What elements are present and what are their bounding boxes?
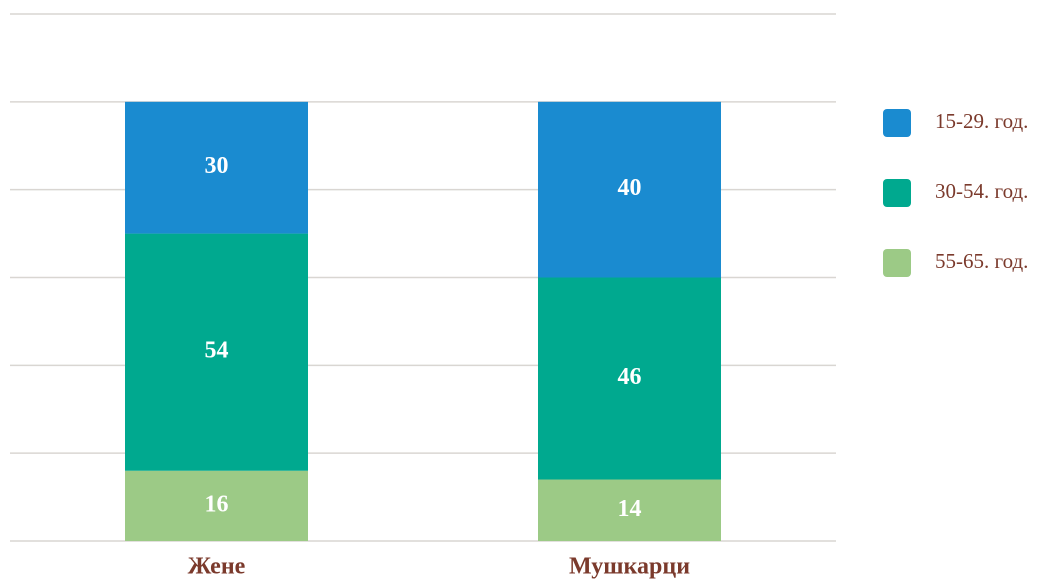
- legend-label: 55-65. год.: [935, 249, 1028, 273]
- bar-segment: [538, 479, 721, 541]
- bar-segment: [125, 470, 308, 541]
- x-tick-label: Мушкарци: [569, 554, 690, 579]
- data-label: 54: [205, 338, 229, 364]
- bar-segment: [125, 101, 308, 234]
- data-label: 14: [618, 496, 642, 522]
- x-tick-label: Жене: [188, 554, 246, 579]
- legend-swatch: [883, 179, 911, 207]
- legend-swatch: [883, 109, 911, 137]
- legend-swatch: [883, 249, 911, 277]
- data-label: 16: [205, 491, 229, 517]
- bar-segment: [538, 277, 721, 480]
- data-label: 30: [205, 153, 229, 179]
- bar-segment: [125, 233, 308, 471]
- data-label: 46: [618, 364, 642, 390]
- data-label: 40: [618, 175, 642, 201]
- bar-segment: [538, 101, 721, 278]
- legend-label: 30-54. год.: [935, 179, 1028, 203]
- legend-label: 15-29. год.: [935, 109, 1028, 133]
